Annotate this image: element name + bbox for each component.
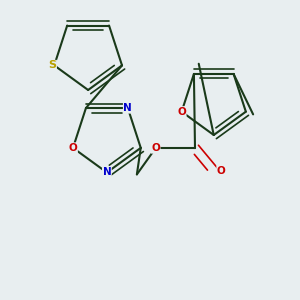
Text: O: O [151, 143, 160, 153]
Text: O: O [69, 143, 77, 153]
Text: N: N [123, 103, 132, 113]
Text: O: O [217, 166, 226, 176]
Text: S: S [48, 60, 56, 70]
Text: N: N [103, 167, 111, 178]
Text: O: O [177, 107, 186, 117]
